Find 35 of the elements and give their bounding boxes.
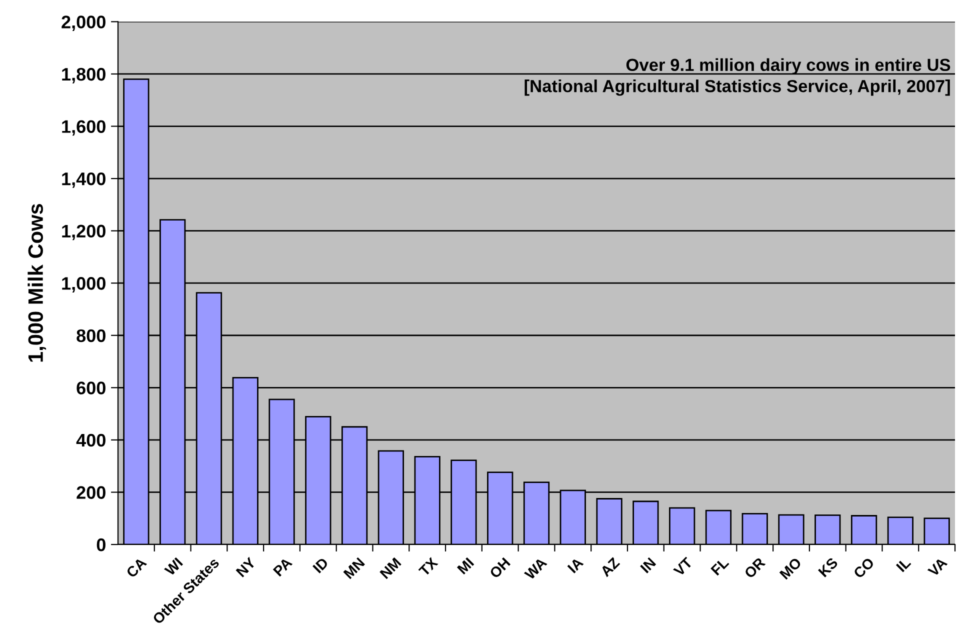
- y-tick-label: 1,200: [62, 224, 106, 240]
- y-tick-label: 1,600: [62, 120, 106, 136]
- annotation: Over 9.1 million dairy cows in entire US [National Agricultural Statistics Service, April, 2007]: [524, 58, 950, 96]
- x-tick-label: IN: [640, 557, 656, 574]
- x-tick-label: ID: [312, 557, 329, 574]
- x-tick-label: OR: [744, 556, 766, 579]
- y-tick-label: 1,000: [62, 277, 106, 292]
- x-tick-label: VA: [927, 556, 948, 578]
- x-tick-label: MI: [456, 557, 474, 574]
- x-tick-label: WI: [164, 557, 184, 576]
- x-tick-label: NY: [236, 556, 256, 578]
- x-tick-label: OH: [488, 557, 511, 579]
- x-tick-label: IA: [567, 556, 584, 574]
- x-tick-label: PA: [272, 556, 293, 577]
- x-tick-label: CO: [852, 556, 875, 579]
- x-tick-label: WA: [524, 556, 548, 580]
- x-tick-label: MN: [343, 557, 365, 580]
- y-tick-label: 1,400: [62, 172, 106, 188]
- x-tick-label: MO: [779, 556, 802, 580]
- x-tick-label: AZ: [600, 556, 620, 578]
- y-tick-label: 2,000: [62, 16, 106, 32]
- x-tick-label: CA: [126, 556, 148, 578]
- x-tick-label: KS: [818, 556, 838, 578]
- x-tick-label: VT: [672, 556, 694, 577]
- y-tick-label: 200: [76, 486, 106, 499]
- y-tick-label: 600: [76, 382, 106, 394]
- x-tick-label: TX: [418, 556, 438, 577]
- x-tick-label: NM: [380, 557, 402, 580]
- x-tick-label: FL: [710, 556, 730, 576]
- y-tick-label: 1,800: [62, 68, 106, 84]
- x-tick-label: IL: [896, 556, 912, 572]
- y-tick-label: 800: [76, 329, 106, 342]
- y-tick-label: 400: [76, 434, 106, 447]
- y-axis-title: 1,000 Milk Cows: [28, 204, 46, 362]
- y-tick-label: 0: [96, 538, 106, 552]
